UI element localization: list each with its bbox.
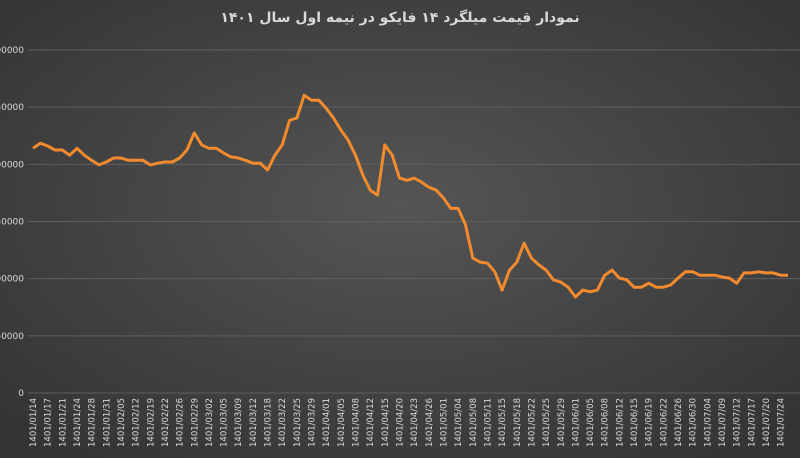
x-tick-label: 1401/05/18	[513, 398, 523, 447]
x-tick-label: 1401/04/12	[366, 398, 376, 447]
x-tick-label: 1401/07/20	[762, 398, 772, 447]
x-tick-label: 1401/03/18	[264, 398, 274, 447]
x-tick-label: 1401/05/08	[469, 398, 479, 447]
x-tick-label: 1401/03/25	[293, 398, 303, 447]
x-tick-label: 1401/07/24	[777, 398, 787, 447]
x-tick-label: 1401/01/14	[29, 398, 39, 447]
x-tick-label: 1401/01/28	[88, 398, 98, 447]
y-tick-label: 100000	[0, 275, 24, 285]
x-tick-label: 1401/02/19	[146, 398, 156, 447]
x-tick-label: 1401/03/29	[308, 398, 318, 447]
x-tick-label: 1401/05/15	[498, 398, 508, 447]
x-tick-label: 1401/06/01	[571, 398, 581, 447]
x-tick-label: 1401/06/22	[659, 398, 669, 447]
x-tick-label: 1401/02/29	[190, 398, 200, 447]
y-tick-label: 0	[18, 389, 24, 399]
x-tick-label: 1401/06/15	[630, 398, 640, 447]
x-tick-label: 1401/07/09	[718, 398, 728, 447]
x-tick-label: 1401/05/01	[439, 398, 449, 447]
x-tick-label: 1401/04/15	[381, 398, 391, 447]
x-tick-label: 1401/07/04	[703, 398, 713, 447]
x-tick-label: 1401/04/08	[352, 398, 362, 447]
x-tick-label: 1401/02/12	[132, 398, 142, 447]
y-tick-label: 300000	[0, 46, 24, 56]
data-line	[32, 93, 788, 299]
x-tick-label: 1401/06/08	[601, 398, 611, 447]
y-tick-label: 50000	[0, 332, 24, 342]
x-tick-label: 1401/06/12	[615, 398, 625, 447]
x-tick-label: 1401/04/05	[337, 398, 347, 447]
x-tick-label: 1401/05/04	[454, 398, 464, 447]
x-tick-label: 1401/06/05	[586, 398, 596, 447]
x-tick-label: 1401/03/22	[278, 398, 288, 447]
x-tick-label: 1401/03/02	[205, 398, 215, 447]
y-tick-label: 250000	[0, 103, 24, 113]
x-tick-label: 1401/03/09	[234, 398, 244, 447]
x-tick-label: 1401/03/05	[220, 398, 230, 447]
x-tick-label: 1401/02/22	[161, 398, 171, 447]
x-tick-label: 1401/04/20	[396, 398, 406, 447]
x-tick-label: 1401/01/24	[73, 398, 83, 447]
x-tick-label: 1401/05/29	[557, 398, 567, 447]
x-tick-label: 1401/02/26	[176, 398, 186, 447]
x-tick-label: 1401/05/25	[542, 398, 552, 447]
y-tick-label: 150000	[0, 218, 24, 228]
x-tick-label: 1401/06/19	[645, 398, 655, 447]
x-tick-label: 1401/06/26	[674, 398, 684, 447]
x-tick-label: 1401/07/17	[747, 398, 757, 447]
x-tick-label: 1401/07/12	[733, 398, 743, 447]
x-tick-label: 1401/03/12	[249, 398, 259, 447]
x-tick-label: 1401/04/23	[410, 398, 420, 447]
x-tick-label: 1401/06/30	[689, 398, 699, 447]
x-tick-label: 1401/05/22	[527, 398, 537, 447]
x-tick-label: 1401/04/01	[322, 398, 332, 447]
y-tick-label: 200000	[0, 160, 24, 170]
x-tick-label: 1401/04/26	[425, 398, 435, 447]
x-tick-label: 1401/02/05	[117, 398, 127, 447]
x-tick-label: 1401/01/31	[102, 398, 112, 447]
x-tick-label: 1401/05/11	[483, 398, 493, 447]
x-tick-label: 1401/01/21	[58, 398, 68, 447]
chart-title: نمودار قیمت میلگرد ۱۴ فایکو در نیمه اول …	[220, 9, 579, 26]
x-tick-label: 1401/01/17	[44, 398, 54, 447]
